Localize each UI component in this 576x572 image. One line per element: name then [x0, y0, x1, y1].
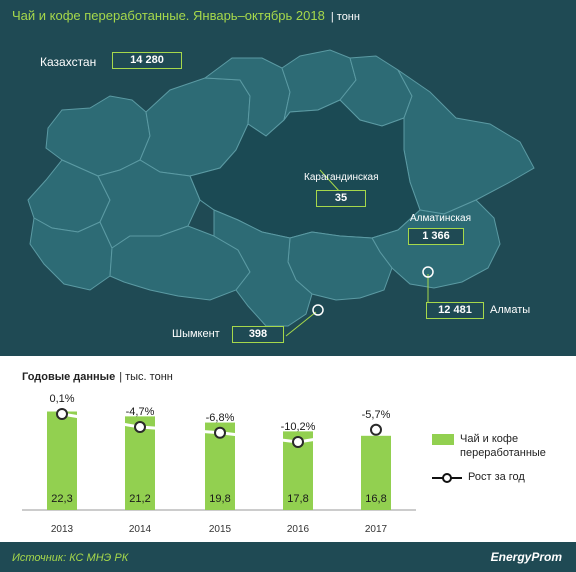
legend-line-label: Рост за год: [468, 471, 525, 483]
x-tick-label-2015: 2015: [209, 524, 232, 535]
map-panel: Чай и кофе переработанные. Январь–октябр…: [0, 0, 576, 356]
x-tick-label-2017: 2017: [365, 524, 388, 535]
bar-value-label-2016: 17,8: [287, 493, 308, 505]
value-almaty-region: 1 366: [408, 228, 464, 245]
title-text: Чай и кофе переработанные. Январь–октябр…: [12, 8, 325, 23]
region-east-kazakhstan: [397, 69, 535, 215]
shymkent-city-marker: [312, 304, 324, 316]
legend-bars-line2: переработанные: [460, 447, 546, 459]
footer: Источник: КС МНЭ РК EnergyProm: [0, 542, 576, 572]
legend-line-swatch: [432, 473, 462, 483]
growth-label-2017: -5,7%: [362, 409, 391, 421]
brand-logo: EnergyProm: [490, 550, 562, 564]
value-kazakhstan: 14 280: [112, 52, 182, 69]
bar-2017: [361, 435, 391, 510]
growth-point-2017: [370, 423, 382, 436]
growth-label-2014: -4,7%: [126, 406, 155, 418]
value-shymkent: 398: [232, 326, 284, 343]
bar-value-label-2015: 19,8: [209, 493, 230, 505]
almaty-city-marker: [422, 266, 434, 278]
chart-panel: Годовые данные | тыс. тонн 22,3 2013 21,2 20…: [0, 356, 576, 542]
bar-value-label-2017: 16,8: [365, 493, 386, 505]
label-karaganda: Карагандинская: [304, 172, 379, 183]
chart-unit: | тыс. тонн: [119, 371, 173, 383]
annual-chart: 22,3 2013 21,2 2014 19,8 2015 17,8 2016 16,8 2017…: [22, 393, 416, 535]
page-title: Чай и кофе переработанные. Январь–октябр…: [12, 8, 360, 23]
growth-point-2015: [214, 426, 226, 439]
label-kazakhstan: Казахстан: [40, 55, 97, 69]
bar-value-label-2014: 21,2: [129, 493, 150, 505]
growth-label-2015: -6,8%: [206, 412, 235, 424]
source-text: Источник: КС МНЭ РК: [12, 552, 129, 564]
growth-label-2013: 0,1%: [49, 393, 74, 405]
value-almaty-city: 12 481: [426, 302, 484, 319]
label-almaty-region: Алматинская: [410, 213, 471, 224]
legend-bars-swatch: [432, 434, 454, 445]
chart-title-text: Годовые данные: [22, 371, 116, 383]
title-unit: | тонн: [330, 11, 360, 23]
label-almaty-city: Алматы: [490, 304, 531, 316]
label-shymkent: Шымкент: [172, 328, 220, 340]
legend-bars-line1: Чай и кофе: [460, 433, 519, 445]
chart-title: Годовые данные | тыс. тонн: [22, 371, 173, 383]
value-karaganda: 35: [316, 190, 366, 207]
kazakhstan-map: [27, 49, 535, 337]
bar-value-label-2013: 22,3: [51, 493, 72, 505]
x-tick-label-2013: 2013: [51, 524, 74, 535]
growth-label-2016: -10,2%: [281, 421, 316, 433]
x-tick-label-2016: 2016: [287, 524, 310, 535]
growth-point-2013: [56, 408, 68, 420]
growth-point-2014: [134, 421, 146, 434]
growth-point-2016: [292, 436, 304, 448]
x-tick-label-2014: 2014: [129, 524, 152, 535]
bar-2013: [47, 411, 77, 510]
